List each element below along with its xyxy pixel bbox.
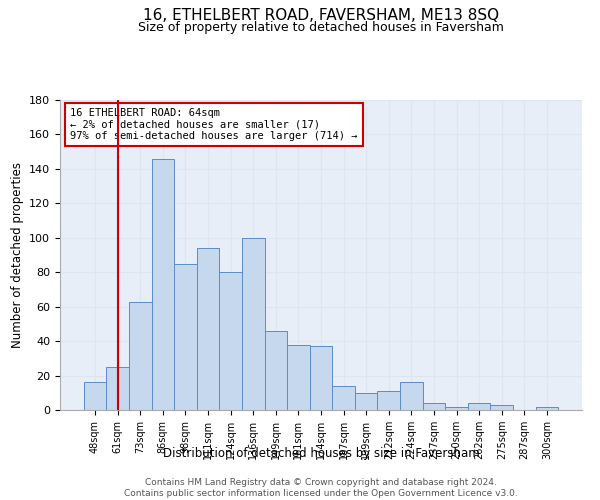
- Bar: [445, 406, 468, 410]
- Bar: [242, 238, 265, 410]
- Bar: [152, 158, 174, 410]
- Bar: [468, 403, 490, 410]
- Bar: [220, 272, 242, 410]
- Text: Contains HM Land Registry data © Crown copyright and database right 2024.
Contai: Contains HM Land Registry data © Crown c…: [124, 478, 518, 498]
- Bar: [84, 382, 106, 410]
- Bar: [174, 264, 197, 410]
- Bar: [129, 302, 152, 410]
- Bar: [265, 331, 287, 410]
- Y-axis label: Number of detached properties: Number of detached properties: [11, 162, 23, 348]
- Bar: [106, 367, 129, 410]
- Bar: [490, 405, 513, 410]
- Bar: [355, 393, 377, 410]
- Bar: [287, 344, 310, 410]
- Bar: [536, 406, 558, 410]
- Text: 16 ETHELBERT ROAD: 64sqm
← 2% of detached houses are smaller (17)
97% of semi-de: 16 ETHELBERT ROAD: 64sqm ← 2% of detache…: [70, 108, 358, 141]
- Bar: [197, 248, 220, 410]
- Text: Size of property relative to detached houses in Faversham: Size of property relative to detached ho…: [138, 21, 504, 34]
- Text: 16, ETHELBERT ROAD, FAVERSHAM, ME13 8SQ: 16, ETHELBERT ROAD, FAVERSHAM, ME13 8SQ: [143, 8, 499, 22]
- Bar: [422, 403, 445, 410]
- Bar: [310, 346, 332, 410]
- Text: Distribution of detached houses by size in Faversham: Distribution of detached houses by size …: [163, 448, 479, 460]
- Bar: [400, 382, 422, 410]
- Bar: [332, 386, 355, 410]
- Bar: [377, 391, 400, 410]
